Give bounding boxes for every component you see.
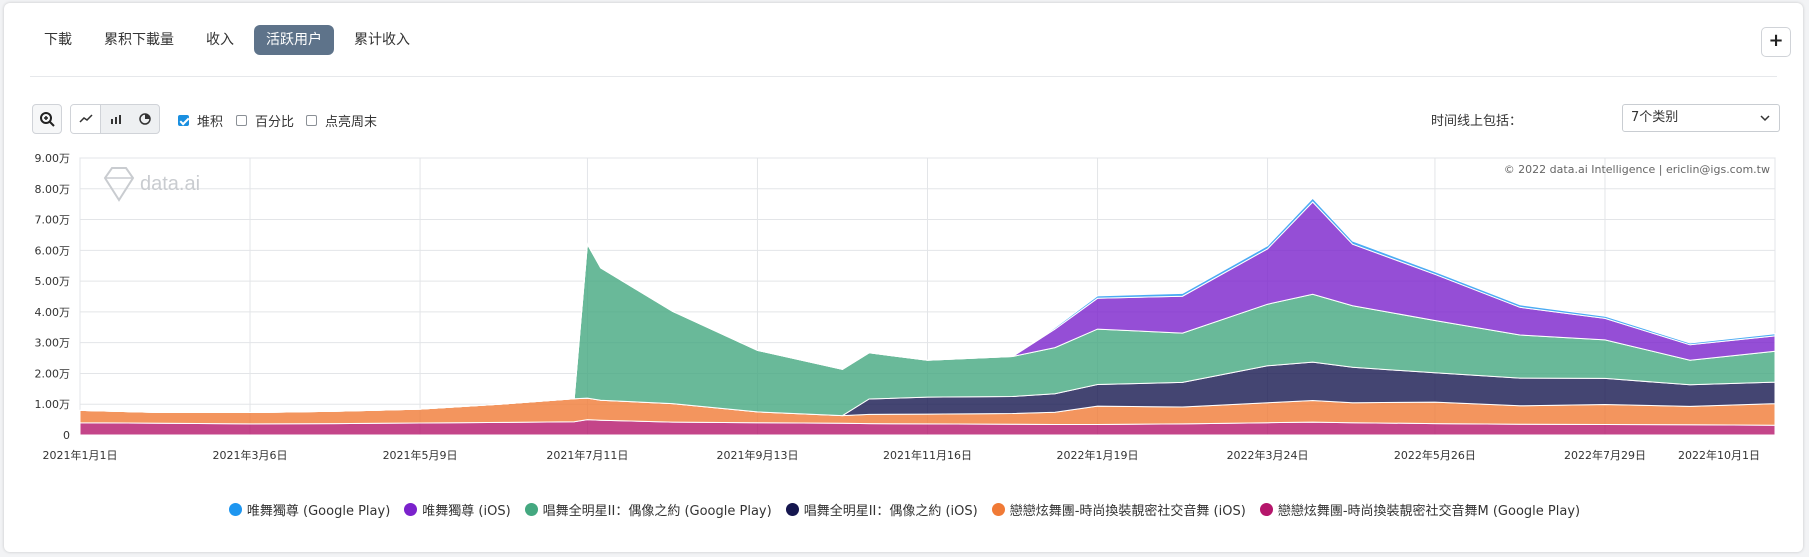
legend-label: 唯舞獨尊 (Google Play) — [246, 504, 391, 519]
weekend-check-box[interactable] — [306, 115, 317, 126]
weekend-label: 点亮周末 — [325, 115, 378, 130]
legend-item[interactable]: 唯舞獨尊 (iOS) — [404, 500, 511, 519]
zoom-button[interactable] — [32, 104, 62, 134]
copyright-text: © 2022 data.ai Intelligence | ericlin@ig… — [1504, 163, 1770, 176]
legend-swatch — [785, 503, 799, 516]
timeline-select-value: 7个类别 — [1631, 110, 1679, 125]
data-ai-watermark: data.ai — [103, 167, 200, 202]
x-tick-label: 2022年5月26日 — [1394, 448, 1476, 462]
stacked-areas — [79, 197, 1776, 436]
y-tick-label: 1.00万 — [35, 398, 71, 411]
legend-item[interactable]: 唯舞獨尊 (Google Play) — [228, 500, 391, 519]
zoom-in-icon — [40, 112, 55, 127]
legend-swatch — [1259, 503, 1273, 516]
y-tick-label: 4.00万 — [35, 306, 71, 319]
x-tick-label: 2022年10月1日 — [1678, 448, 1760, 462]
legend-swatch — [991, 503, 1005, 516]
legend-item[interactable]: 唱舞全明星II：偶像之約 (iOS) — [785, 500, 978, 519]
y-tick-label: 2.00万 — [35, 367, 71, 380]
chevron-down-icon — [1760, 115, 1770, 122]
x-tick-label: 2021年5月9日 — [383, 448, 458, 462]
pie-chart-button[interactable] — [130, 105, 159, 133]
y-tick-label: 8.00万 — [35, 183, 71, 196]
x-tick-label: 2021年7月11日 — [546, 448, 628, 462]
x-tick-label: 2021年3月6日 — [213, 448, 288, 462]
tab-0[interactable]: 下載 — [44, 32, 72, 48]
line-chart-button[interactable] — [71, 105, 101, 133]
legend-label: 戀戀炫舞團-時尚換裝靚密社交音舞 (iOS) — [1009, 504, 1246, 519]
y-tick-label: 0 — [63, 429, 70, 442]
x-tick-label: 2022年1月19日 — [1057, 448, 1139, 462]
tab-1[interactable]: 累积下載量 — [104, 32, 174, 48]
chart-type-toggle — [70, 104, 160, 134]
y-axis-ticks: 0 1.00万 2.00万 3.00万 4.00万 5.00万 6.00万 7.00万 8.00… — [35, 152, 71, 442]
legend-item[interactable]: 戀戀炫舞團-時尚換裝靚密社交音舞 (iOS) — [991, 500, 1246, 519]
series-area-5[interactable] — [79, 197, 1776, 413]
legend-swatch — [524, 503, 538, 516]
bar-chart-button[interactable] — [101, 105, 130, 133]
watermark-text: data.ai — [140, 173, 200, 195]
pie-chart-icon — [138, 113, 151, 125]
stacked-checkbox[interactable]: 堆积 — [178, 111, 223, 130]
divider — [30, 76, 1777, 77]
weekend-checkbox[interactable]: 点亮周末 — [306, 111, 377, 130]
active-users-chart: 0 1.00万 2.00万 3.00万 4.00万 5.00万 6.00万 7.00万 8.00… — [35, 152, 1776, 462]
x-tick-label: 2021年11月16日 — [883, 448, 972, 462]
x-axis-ticks: 2021年1月1日 2021年3月6日 2021年5月9日 2021年7月11日 202… — [43, 448, 1761, 462]
legend-label: 戀戀炫舞團-時尚換裝靚密社交音舞M (Google Play) — [1277, 504, 1581, 519]
y-tick-label: 7.00万 — [35, 214, 71, 227]
chart-card: 下載 累积下載量 收入 活跃用户 累计收入 + 堆积 — [4, 3, 1803, 552]
legend-label: 唱舞全明星II：偶像之約 (iOS) — [803, 504, 978, 519]
stacked-check-box[interactable] — [178, 115, 189, 126]
x-tick-label: 2021年1月1日 — [43, 448, 118, 462]
y-tick-label: 5.00万 — [35, 275, 71, 288]
chart-legend: 唯舞獨尊 (Google Play) 唯舞獨尊 (iOS) 唱舞全明星II：偶像之約… — [0, 500, 1809, 519]
legend-swatch — [228, 503, 242, 516]
legend-label: 唱舞全明星II：偶像之約 (Google Play) — [542, 504, 772, 519]
add-chart-button[interactable]: + — [1761, 27, 1791, 57]
legend-swatch — [404, 503, 418, 516]
diamond-logo-icon — [103, 167, 135, 202]
percent-label: 百分比 — [255, 115, 295, 130]
x-tick-label: 2022年7月29日 — [1564, 448, 1646, 462]
percent-check-box[interactable] — [236, 115, 247, 126]
x-tick-label: 2022年3月24日 — [1227, 448, 1309, 462]
bar-chart-icon — [110, 115, 121, 124]
y-tick-label: 9.00万 — [35, 152, 71, 165]
metric-tabs: 下載 累积下載量 收入 活跃用户 累计收入 — [32, 25, 422, 55]
stacked-label: 堆积 — [197, 115, 224, 130]
y-tick-label: 3.00万 — [35, 337, 71, 350]
tab-2[interactable]: 收入 — [206, 32, 234, 48]
legend-item[interactable]: 唱舞全明星II：偶像之約 (Google Play) — [524, 500, 772, 519]
percent-checkbox[interactable]: 百分比 — [236, 111, 294, 130]
x-tick-label: 2021年9月13日 — [716, 448, 798, 462]
legend-label: 唯舞獨尊 (iOS) — [422, 504, 511, 519]
chart-toolbar: 堆积 百分比 点亮周末 时间线上包括： 7个类别 — [30, 102, 1780, 134]
timeline-category-select[interactable]: 7个类别 — [1622, 104, 1780, 132]
tab-4[interactable]: 累计收入 — [354, 32, 410, 48]
tab-3[interactable]: 活跃用户 — [254, 25, 334, 55]
line-chart-icon — [78, 114, 93, 123]
timeline-label: 时间线上包括： — [1430, 114, 1522, 129]
legend-item[interactable]: 戀戀炫舞團-時尚換裝靚密社交音舞M (Google Play) — [1259, 500, 1581, 519]
y-tick-label: 6.00万 — [35, 244, 71, 257]
